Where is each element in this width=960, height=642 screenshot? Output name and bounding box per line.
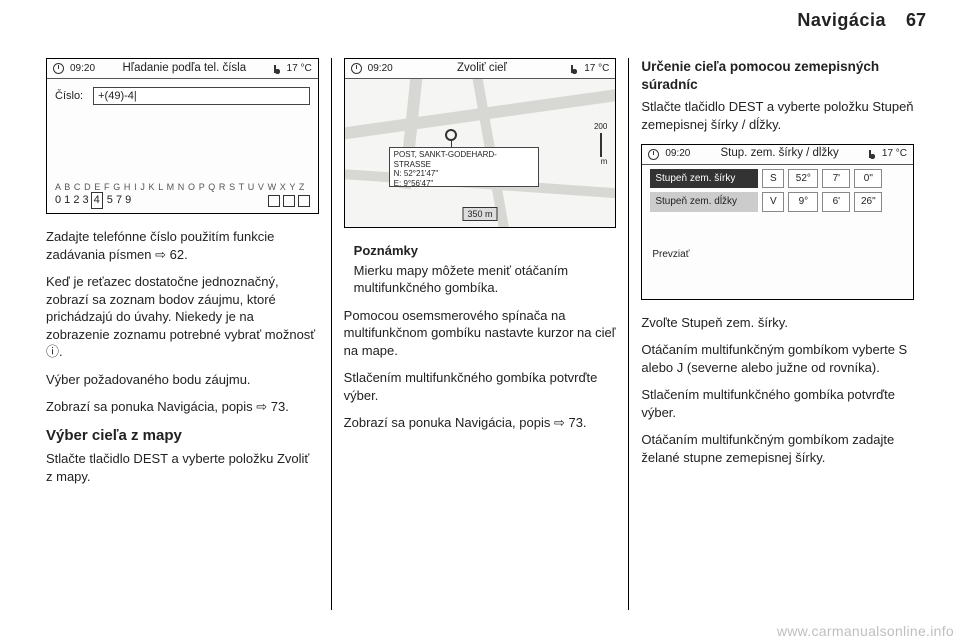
ss1-num-selected: 4 <box>91 192 103 209</box>
ss2-map-area: POST, SANKT-GODEHARD-STRASSE N: 52°21'47… <box>345 79 616 227</box>
ss3-topbar: 09:20 Stup. zem. šírky / dĺžky 17 °C <box>642 145 913 165</box>
ss3-long-c1: V <box>762 192 784 212</box>
col2-note-body: Mierku mapy môžete meniť otáčaním multif… <box>354 263 568 296</box>
ss1-temp: 17 °C <box>287 62 312 76</box>
col1-p5: Stlačte tlačidlo DEST a vyberte položku … <box>46 450 319 485</box>
screenshot-lat-long: 09:20 Stup. zem. šírky / dĺžky 17 °C Stu… <box>641 144 914 300</box>
ss3-long-label: Stupeň zem. dĺžky <box>650 192 758 212</box>
col3-p4: Otáčaním multifunkčným gombíkom zadajte … <box>641 431 914 466</box>
ss3-row-long: Stupeň zem. dĺžky V 9° 6' 26" <box>650 192 905 212</box>
clock-icon <box>648 149 659 160</box>
thermometer-icon <box>274 63 281 75</box>
ss1-number-value: +(49)-4| <box>98 89 137 104</box>
clock-icon <box>351 63 362 74</box>
ss1-num-row: 0 1 2 3 4 5 7 9 <box>55 192 310 209</box>
ss3-action-row: Prevziať <box>650 248 905 262</box>
info-icon <box>298 195 310 207</box>
ss2-info-line2: N: 52°21'47" <box>394 169 534 179</box>
ss3-long-c2: 9° <box>788 192 818 212</box>
ss3-body: Stupeň zem. šírky S 52° 7' 0" Stupeň zem… <box>642 165 913 299</box>
col2-p3: Zobrazí sa ponuka Navigácia, popis ⇨ 73. <box>344 414 617 432</box>
ss3-long-c3: 6' <box>822 192 850 212</box>
col2-note-title: Poznámky <box>354 242 617 260</box>
col2-p1: Pomocou osemsmerového spínača na multifu… <box>344 307 617 360</box>
thermometer-icon <box>571 63 578 75</box>
ss3-time: 09:20 <box>665 147 690 161</box>
col1-p2: Keď je reťazec dostatočne jednoznačný, z… <box>46 273 319 361</box>
ss2-topbar: 09:20 Zvoliť cieľ 17 °C <box>345 59 616 79</box>
ss2-scale-unit: m <box>594 158 607 167</box>
column-3: Určenie cieľa pomocou zemepisných súradn… <box>629 50 926 618</box>
col2-note: Poznámky Mierku mapy môžete meniť otáčan… <box>344 242 617 297</box>
ss3-temp: 17 °C <box>882 147 907 161</box>
page-header: Navigácia 67 <box>34 10 926 31</box>
col1-p1: Zadajte telefónne číslo použitím funkcie… <box>46 228 319 263</box>
header-section-title: Navigácia <box>797 10 886 31</box>
ss2-info-box: POST, SANKT-GODEHARD-STRASSE N: 52°21'47… <box>389 147 539 187</box>
col3-heading-coords: Určenie cieľa pomocou zemepisných súradn… <box>641 58 914 94</box>
content-columns: 09:20 Hľadanie podľa tel. čísla 17 °C Čí… <box>34 50 926 618</box>
back-icon <box>268 195 280 207</box>
clock-icon <box>53 63 64 74</box>
ss2-info-line1: POST, SANKT-GODEHARD-STRASSE <box>394 150 534 169</box>
list-icon <box>283 195 295 207</box>
col1-p3: Výber požadovaného bodu záujmu. <box>46 371 319 389</box>
ss3-lat-label: Stupeň zem. šírky <box>650 169 758 189</box>
ss3-lat-c3: 7' <box>822 169 850 189</box>
ss3-long-c4: 26" <box>854 192 882 212</box>
col2-p2: Stlačením multifunkčného gombíka potvrďt… <box>344 369 617 404</box>
ss1-time: 09:20 <box>70 62 95 76</box>
ss2-temp: 17 °C <box>584 62 609 76</box>
ss2-scale-value: 200 <box>594 123 607 132</box>
ss3-row-lat: Stupeň zem. šírky S 52° 7' 0" <box>650 169 905 189</box>
ss3-lat-c1: S <box>762 169 784 189</box>
column-1: 09:20 Hľadanie podľa tel. čísla 17 °C Čí… <box>34 50 331 618</box>
ss3-title: Stup. zem. šírky / dĺžky <box>696 146 863 162</box>
column-2: 09:20 Zvoliť cieľ 17 °C POST, SANKT-GODE… <box>332 50 629 618</box>
screenshot-phone-entry: 09:20 Hľadanie podľa tel. čísla 17 °C Čí… <box>46 58 319 214</box>
ss1-num-tail: 5 7 9 <box>107 193 131 208</box>
map-pin-icon <box>445 129 457 141</box>
ss1-num-lead: 0 1 2 3 <box>55 193 89 208</box>
watermark-url: www.carmanualsonline.info <box>777 623 954 639</box>
ss2-scale-bar <box>600 133 602 157</box>
ss3-lat-c4: 0" <box>854 169 882 189</box>
col3-intro: Stlačte tlačidlo DEST a vyberte položku … <box>641 98 914 133</box>
screenshot-map-select: 09:20 Zvoliť cieľ 17 °C POST, SANKT-GODE… <box>344 58 617 228</box>
ss1-number-row: Číslo: +(49)-4| <box>55 87 310 105</box>
ss2-info-line3: E: 9°56'47" <box>394 179 534 189</box>
ss1-topbar: 09:20 Hľadanie podľa tel. čísla 17 °C <box>47 59 318 79</box>
ss1-number-label: Číslo: <box>55 89 83 104</box>
ss2-scale: 200 m <box>594 123 607 167</box>
ss2-distance-label: 350 m <box>462 207 497 221</box>
ss3-lat-c2: 52° <box>788 169 818 189</box>
col3-p1: Zvoľte Stupeň zem. šírky. <box>641 314 914 332</box>
ss2-time: 09:20 <box>368 62 393 76</box>
col1-p4: Zobrazí sa ponuka Navigácia, popis ⇨ 73. <box>46 398 319 416</box>
ss1-icons <box>268 195 310 207</box>
col3-p2: Otáčaním multifunkčným gombíkom vyberte … <box>641 341 914 376</box>
col3-p3: Stlačením multifunkčného gombíka potvrďt… <box>641 386 914 421</box>
header-page-number: 67 <box>906 10 926 31</box>
page-root: Navigácia 67 09:20 Hľadanie podľa tel. č… <box>0 0 960 642</box>
thermometer-icon <box>869 148 876 160</box>
ss1-title: Hľadanie podľa tel. čísla <box>101 61 268 77</box>
col1-heading-select-from-map: Výber cieľa z mapy <box>46 426 319 446</box>
ss1-number-box: +(49)-4| <box>93 87 310 105</box>
ss2-title: Zvoliť cieľ <box>399 61 566 77</box>
